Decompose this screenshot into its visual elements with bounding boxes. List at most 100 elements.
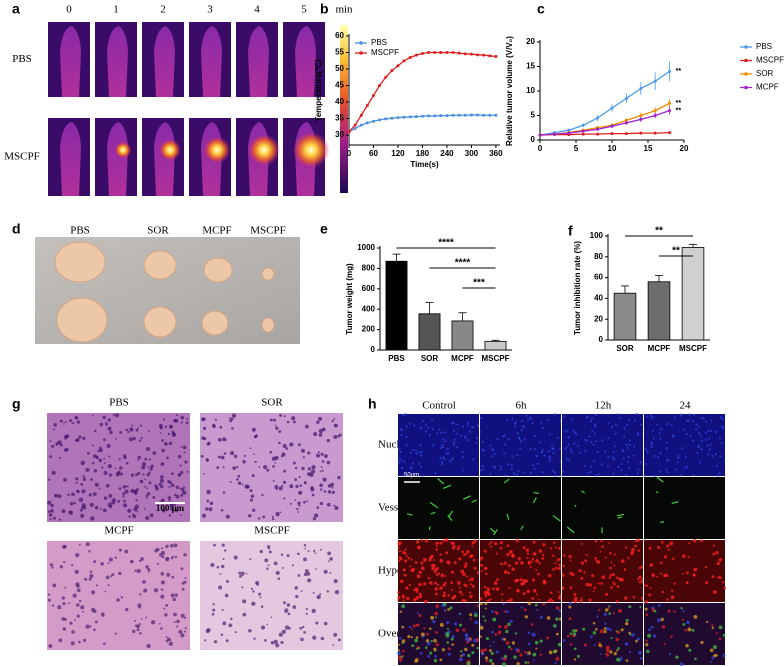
nucleus-dot bbox=[99, 422, 103, 427]
nucleus-dot bbox=[595, 440, 598, 443]
nucleus-dot bbox=[71, 422, 74, 425]
mouse-body bbox=[201, 26, 222, 97]
bar bbox=[451, 320, 474, 351]
nucleus-dot bbox=[165, 635, 168, 638]
nucleus-dot bbox=[315, 453, 321, 458]
nucleus-dot bbox=[220, 633, 224, 637]
hypoxia-dot bbox=[609, 574, 612, 577]
overlay-dot bbox=[503, 655, 508, 659]
hypoxia-dot bbox=[438, 572, 441, 575]
nucleus-dot bbox=[420, 465, 423, 468]
hypoxia-dot bbox=[473, 566, 477, 570]
nucleus-dot bbox=[570, 451, 573, 454]
nucleus-dot bbox=[623, 427, 626, 430]
hypoxia-dot bbox=[483, 549, 487, 553]
nucleus-dot bbox=[169, 506, 174, 511]
nucleus-dot bbox=[551, 445, 554, 448]
overlay-dot bbox=[505, 609, 509, 613]
nucleus-dot bbox=[173, 493, 177, 497]
nucleus-dot bbox=[93, 429, 97, 433]
nucleus-dot bbox=[286, 420, 290, 424]
nucleus-dot bbox=[82, 477, 86, 482]
nucleus-dot bbox=[271, 515, 274, 518]
tile-label: SOR bbox=[261, 397, 283, 409]
overlay-dot bbox=[503, 624, 508, 629]
hypoxia-dot bbox=[627, 556, 630, 560]
nucleus-dot bbox=[311, 465, 316, 470]
nucleus-dot bbox=[431, 444, 435, 447]
nucleus-dot bbox=[259, 596, 262, 599]
hypoxia-dot bbox=[442, 594, 446, 598]
nucleus-dot bbox=[222, 491, 226, 494]
nucleus-dot bbox=[503, 434, 506, 437]
nucleus-dot bbox=[696, 451, 699, 454]
hypoxia-dot bbox=[712, 544, 715, 547]
nucleus-dot bbox=[575, 433, 578, 436]
nucleus-dot bbox=[539, 441, 542, 444]
overlay-dot bbox=[539, 639, 543, 643]
y-tick-label: 40 bbox=[594, 294, 603, 303]
hypoxia-dot bbox=[611, 572, 615, 577]
nucleus-dot bbox=[167, 496, 172, 500]
nucleus-dot bbox=[303, 500, 306, 504]
nucleus-dot bbox=[139, 424, 142, 427]
overlay-dot bbox=[430, 615, 435, 620]
nucleus-dot bbox=[536, 462, 540, 466]
row-label: MSCPF bbox=[4, 151, 39, 163]
nucleus-dot bbox=[91, 590, 96, 595]
nucleus-dot bbox=[651, 429, 654, 433]
overlay-dot bbox=[539, 653, 543, 656]
overlay-dot bbox=[527, 661, 530, 664]
bar bbox=[647, 281, 671, 341]
overlay-dot bbox=[416, 646, 419, 649]
nucleus-dot bbox=[118, 466, 123, 470]
overlay-dot bbox=[536, 608, 539, 612]
nucleus-dot bbox=[174, 555, 178, 559]
overlay-dot bbox=[557, 642, 562, 647]
hypoxia-dot bbox=[631, 547, 635, 552]
nucleus-dot bbox=[278, 486, 283, 491]
data-point bbox=[581, 129, 585, 133]
panel-letter: b bbox=[320, 1, 329, 17]
nucleus-dot bbox=[705, 438, 708, 441]
nucleus-dot bbox=[334, 506, 339, 511]
data-point bbox=[494, 113, 498, 117]
hypoxia-dot bbox=[437, 583, 440, 587]
nucleus-dot bbox=[622, 435, 626, 438]
nucleus-dot bbox=[145, 565, 149, 569]
nucleus-dot bbox=[152, 495, 156, 499]
overlay-dot bbox=[546, 636, 550, 640]
hypoxia-dot bbox=[610, 561, 613, 564]
overlay-dot bbox=[520, 606, 523, 609]
hypoxia-dot bbox=[558, 563, 562, 567]
nucleus-dot bbox=[275, 570, 280, 575]
nucleus-dot bbox=[173, 543, 178, 548]
nucleus-dot bbox=[590, 420, 593, 423]
nucleus-dot bbox=[146, 643, 151, 649]
nucleus-dot bbox=[594, 474, 597, 477]
nucleus-dot bbox=[251, 427, 256, 432]
nucleus-dot bbox=[57, 605, 62, 610]
overlay-dot bbox=[483, 648, 487, 652]
nucleus-dot bbox=[104, 462, 107, 464]
nucleus-dot bbox=[567, 443, 570, 446]
overlay-dot bbox=[605, 645, 610, 650]
hypoxia-dot bbox=[490, 541, 493, 544]
nucleus-dot bbox=[53, 494, 57, 497]
nucleus-dot bbox=[514, 421, 517, 424]
nucleus-dot bbox=[297, 574, 301, 577]
nucleus-dot bbox=[673, 416, 676, 419]
nucleus-dot bbox=[93, 469, 97, 473]
overlay-dot bbox=[433, 658, 438, 663]
nucleus-dot bbox=[331, 420, 334, 423]
nucleus-dot bbox=[547, 450, 550, 453]
nucleus-dot bbox=[317, 596, 320, 599]
overlay-dot bbox=[464, 633, 469, 638]
overlay-dot bbox=[433, 638, 437, 643]
nucleus-dot bbox=[144, 478, 146, 481]
data-point bbox=[610, 124, 614, 128]
nucleus-dot bbox=[237, 474, 241, 478]
hypoxia-dot bbox=[578, 569, 582, 573]
nucleus-dot bbox=[165, 639, 169, 643]
